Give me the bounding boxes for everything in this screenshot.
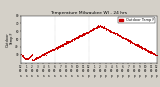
Title: Temperature Milwaukee WI - 24 hrs: Temperature Milwaukee WI - 24 hrs: [50, 11, 127, 15]
Legend: Outdoor Temp F: Outdoor Temp F: [118, 17, 155, 23]
Y-axis label: Outdoor
Temp F: Outdoor Temp F: [5, 32, 14, 47]
